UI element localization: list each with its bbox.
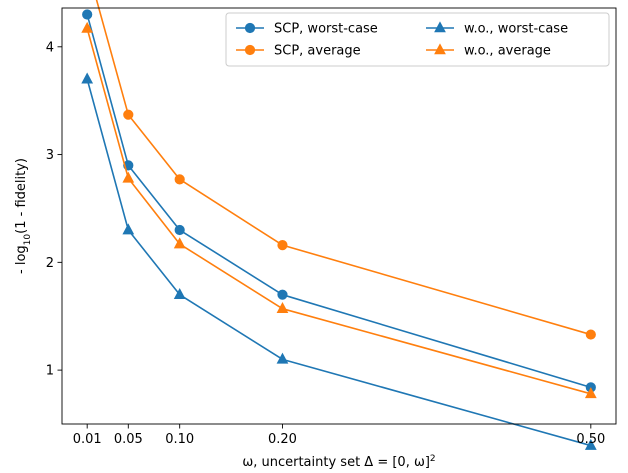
y-axis-label-main: - log <box>14 245 29 274</box>
data-point <box>122 223 135 235</box>
data-point <box>584 438 597 450</box>
series-line <box>86 28 592 395</box>
x-axis-label-sup: 2 <box>430 454 436 464</box>
x-axis-label: ω, uncertainty set Δ = [0, ω]2 <box>242 454 435 470</box>
legend-marker <box>244 22 256 34</box>
series-1 <box>95 0 596 340</box>
y-tick-label: 2 <box>46 256 54 271</box>
legend-label: w.o., average <box>464 44 551 59</box>
x-axis-label-main: ω, uncertainty set Δ = [0, ω] <box>242 455 430 470</box>
legend-frame <box>225 12 610 67</box>
legend-marker <box>244 44 256 56</box>
data-point <box>82 9 93 20</box>
legend-label: w.o., worst-case <box>464 22 568 37</box>
y-axis-label-sub: 10 <box>23 234 33 246</box>
series-3 <box>81 21 597 399</box>
legend-entry-3: w.o., average <box>426 43 551 59</box>
data-point <box>585 329 596 340</box>
data-point <box>81 72 94 84</box>
x-tick-label: 0.05 <box>114 432 143 447</box>
legend-label: SCP, average <box>274 44 361 59</box>
legend-entry-0: SCP, worst-case <box>236 22 378 37</box>
data-point <box>173 288 186 299</box>
x-tick-label: 0.10 <box>165 432 194 447</box>
y-axis-label-rest: (1 - fidelity) <box>14 158 29 234</box>
x-tick-label: 0.20 <box>268 432 297 447</box>
x-tick-label: 0.01 <box>73 432 102 447</box>
data-point <box>174 174 185 185</box>
data-point <box>277 289 288 300</box>
data-point <box>122 171 135 183</box>
data-point <box>173 237 186 249</box>
legend-entry-2: w.o., worst-case <box>426 21 568 37</box>
series-2 <box>81 72 597 450</box>
x-tick-label: 0.50 <box>576 432 605 447</box>
y-axis-label: - log10(1 - fidelity) <box>14 158 33 274</box>
legend-entry-1: SCP, average <box>236 44 361 59</box>
axes-frame <box>61 7 617 425</box>
series-0 <box>82 9 596 393</box>
y-tick-label: 1 <box>46 364 54 379</box>
legend-label: SCP, worst-case <box>274 22 378 37</box>
series-line <box>86 14 592 389</box>
series-line <box>86 78 592 447</box>
legend-marker <box>434 21 446 33</box>
y-tick-label: 4 <box>46 40 54 55</box>
data-point <box>276 352 289 364</box>
legend: SCP, worst-case SCP, average w.o., worst-c… <box>225 12 610 67</box>
data-point <box>81 21 94 33</box>
data-point <box>123 109 134 120</box>
data-point <box>276 302 289 313</box>
data-point <box>584 387 597 399</box>
y-tick-label: 3 <box>46 148 54 163</box>
data-point <box>277 239 288 251</box>
legend-marker <box>434 43 446 55</box>
data-point <box>174 224 185 236</box>
